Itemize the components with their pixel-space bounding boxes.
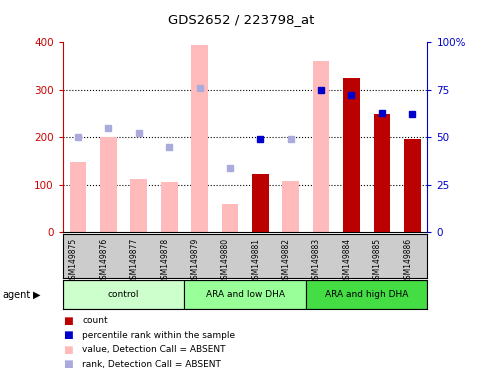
Text: GSM149881: GSM149881 xyxy=(251,238,260,284)
Text: GSM149878: GSM149878 xyxy=(160,238,169,284)
Bar xyxy=(373,114,390,232)
Bar xyxy=(161,182,178,232)
Bar xyxy=(252,174,269,232)
Text: control: control xyxy=(108,290,139,299)
Text: ▶: ▶ xyxy=(33,290,41,300)
Bar xyxy=(306,280,427,309)
Text: count: count xyxy=(82,316,108,325)
Text: percentile rank within the sample: percentile rank within the sample xyxy=(82,331,235,340)
Bar xyxy=(283,181,299,232)
Bar xyxy=(404,139,421,232)
Text: GSM149885: GSM149885 xyxy=(373,238,382,284)
Text: ■: ■ xyxy=(63,359,72,369)
Text: GSM149883: GSM149883 xyxy=(312,238,321,284)
Text: GSM149877: GSM149877 xyxy=(130,238,139,284)
Text: GSM149882: GSM149882 xyxy=(282,238,291,284)
Bar xyxy=(70,162,86,232)
Bar xyxy=(191,45,208,232)
Text: value, Detection Call = ABSENT: value, Detection Call = ABSENT xyxy=(82,345,226,354)
Bar xyxy=(63,280,185,309)
Bar xyxy=(313,61,329,232)
Bar xyxy=(222,204,238,232)
Text: ■: ■ xyxy=(63,316,72,326)
Text: rank, Detection Call = ABSENT: rank, Detection Call = ABSENT xyxy=(82,360,221,369)
Text: GSM149876: GSM149876 xyxy=(99,238,108,284)
Text: GSM149880: GSM149880 xyxy=(221,238,230,284)
Text: ■: ■ xyxy=(63,330,72,340)
Text: ARA and low DHA: ARA and low DHA xyxy=(206,290,284,299)
Text: ARA and high DHA: ARA and high DHA xyxy=(325,290,408,299)
Bar xyxy=(130,179,147,232)
Text: GDS2652 / 223798_at: GDS2652 / 223798_at xyxy=(168,13,315,26)
Text: GSM149886: GSM149886 xyxy=(403,238,412,284)
Bar xyxy=(100,137,117,232)
Text: GSM149875: GSM149875 xyxy=(69,238,78,284)
Bar xyxy=(343,78,360,232)
Text: GSM149879: GSM149879 xyxy=(190,238,199,284)
Bar xyxy=(185,280,306,309)
Text: agent: agent xyxy=(2,290,30,300)
Text: ■: ■ xyxy=(63,345,72,355)
Text: GSM149884: GSM149884 xyxy=(342,238,352,284)
